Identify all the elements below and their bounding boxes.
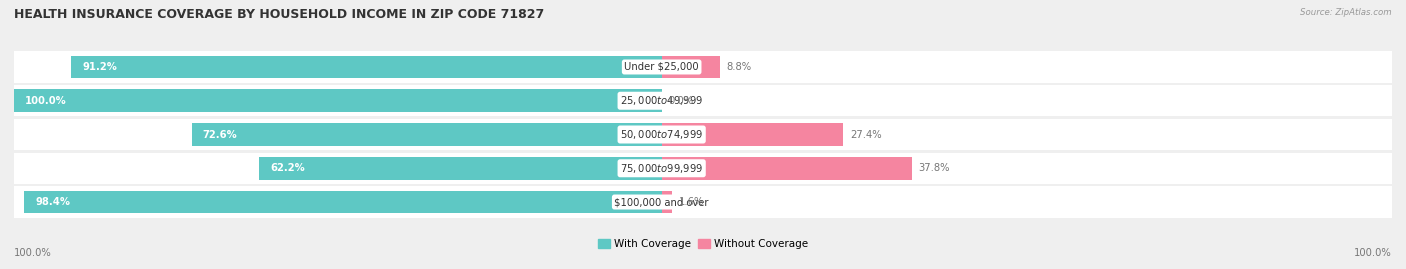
Text: $75,000 to $99,999: $75,000 to $99,999 — [620, 162, 703, 175]
Bar — [14, 85, 1392, 116]
Bar — [259, 157, 662, 180]
Text: Under $25,000: Under $25,000 — [624, 62, 699, 72]
Text: 72.6%: 72.6% — [202, 129, 238, 140]
Text: $50,000 to $74,999: $50,000 to $74,999 — [620, 128, 703, 141]
Bar — [72, 55, 662, 79]
Legend: With Coverage, Without Coverage: With Coverage, Without Coverage — [593, 235, 813, 253]
Bar — [662, 123, 842, 146]
Bar — [662, 55, 720, 79]
Text: 98.4%: 98.4% — [35, 197, 70, 207]
Text: 62.2%: 62.2% — [270, 163, 305, 173]
Bar — [14, 186, 1392, 218]
Bar — [24, 190, 662, 214]
Bar — [14, 119, 1392, 150]
Text: 37.8%: 37.8% — [918, 163, 950, 173]
Text: 100.0%: 100.0% — [25, 96, 67, 106]
Text: HEALTH INSURANCE COVERAGE BY HOUSEHOLD INCOME IN ZIP CODE 71827: HEALTH INSURANCE COVERAGE BY HOUSEHOLD I… — [14, 8, 544, 21]
Bar — [14, 51, 1392, 83]
Text: Source: ZipAtlas.com: Source: ZipAtlas.com — [1301, 8, 1392, 17]
Bar — [191, 123, 662, 146]
Text: 91.2%: 91.2% — [82, 62, 117, 72]
Text: 27.4%: 27.4% — [849, 129, 882, 140]
Text: 1.6%: 1.6% — [679, 197, 704, 207]
Bar — [662, 157, 911, 180]
Text: 100.0%: 100.0% — [14, 248, 52, 258]
Bar — [14, 89, 662, 112]
Bar — [14, 153, 1392, 184]
Bar — [662, 190, 672, 214]
Text: $25,000 to $49,999: $25,000 to $49,999 — [620, 94, 703, 107]
Text: 8.8%: 8.8% — [727, 62, 752, 72]
Text: 0.0%: 0.0% — [669, 96, 693, 106]
Text: $100,000 and over: $100,000 and over — [614, 197, 709, 207]
Text: 100.0%: 100.0% — [1354, 248, 1392, 258]
